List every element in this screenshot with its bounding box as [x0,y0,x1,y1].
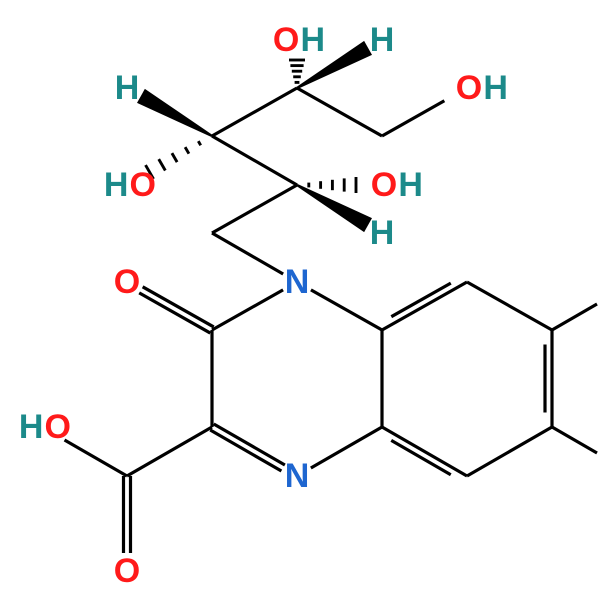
atom-H: H [104,166,129,204]
atom-O: O [456,69,482,107]
atom-O: O [114,263,140,301]
atom-O: O [273,21,299,59]
atom-H: H [300,21,325,59]
atom-H: H [483,69,508,107]
atom-O: O [371,166,397,204]
atom-N: N [285,457,310,495]
atom-O: O [114,552,140,590]
atom-H: H [370,21,395,59]
atom-H: H [370,214,395,252]
atom-O: O [45,408,71,446]
atom-O: O [130,166,156,204]
atom-H: H [115,69,140,107]
atom-H: H [398,166,423,204]
atom-H: H [19,408,44,446]
chemical-structure-diagram: OHHOHHOHOHHNONOHO [0,0,600,599]
atom-N: N [285,263,310,301]
